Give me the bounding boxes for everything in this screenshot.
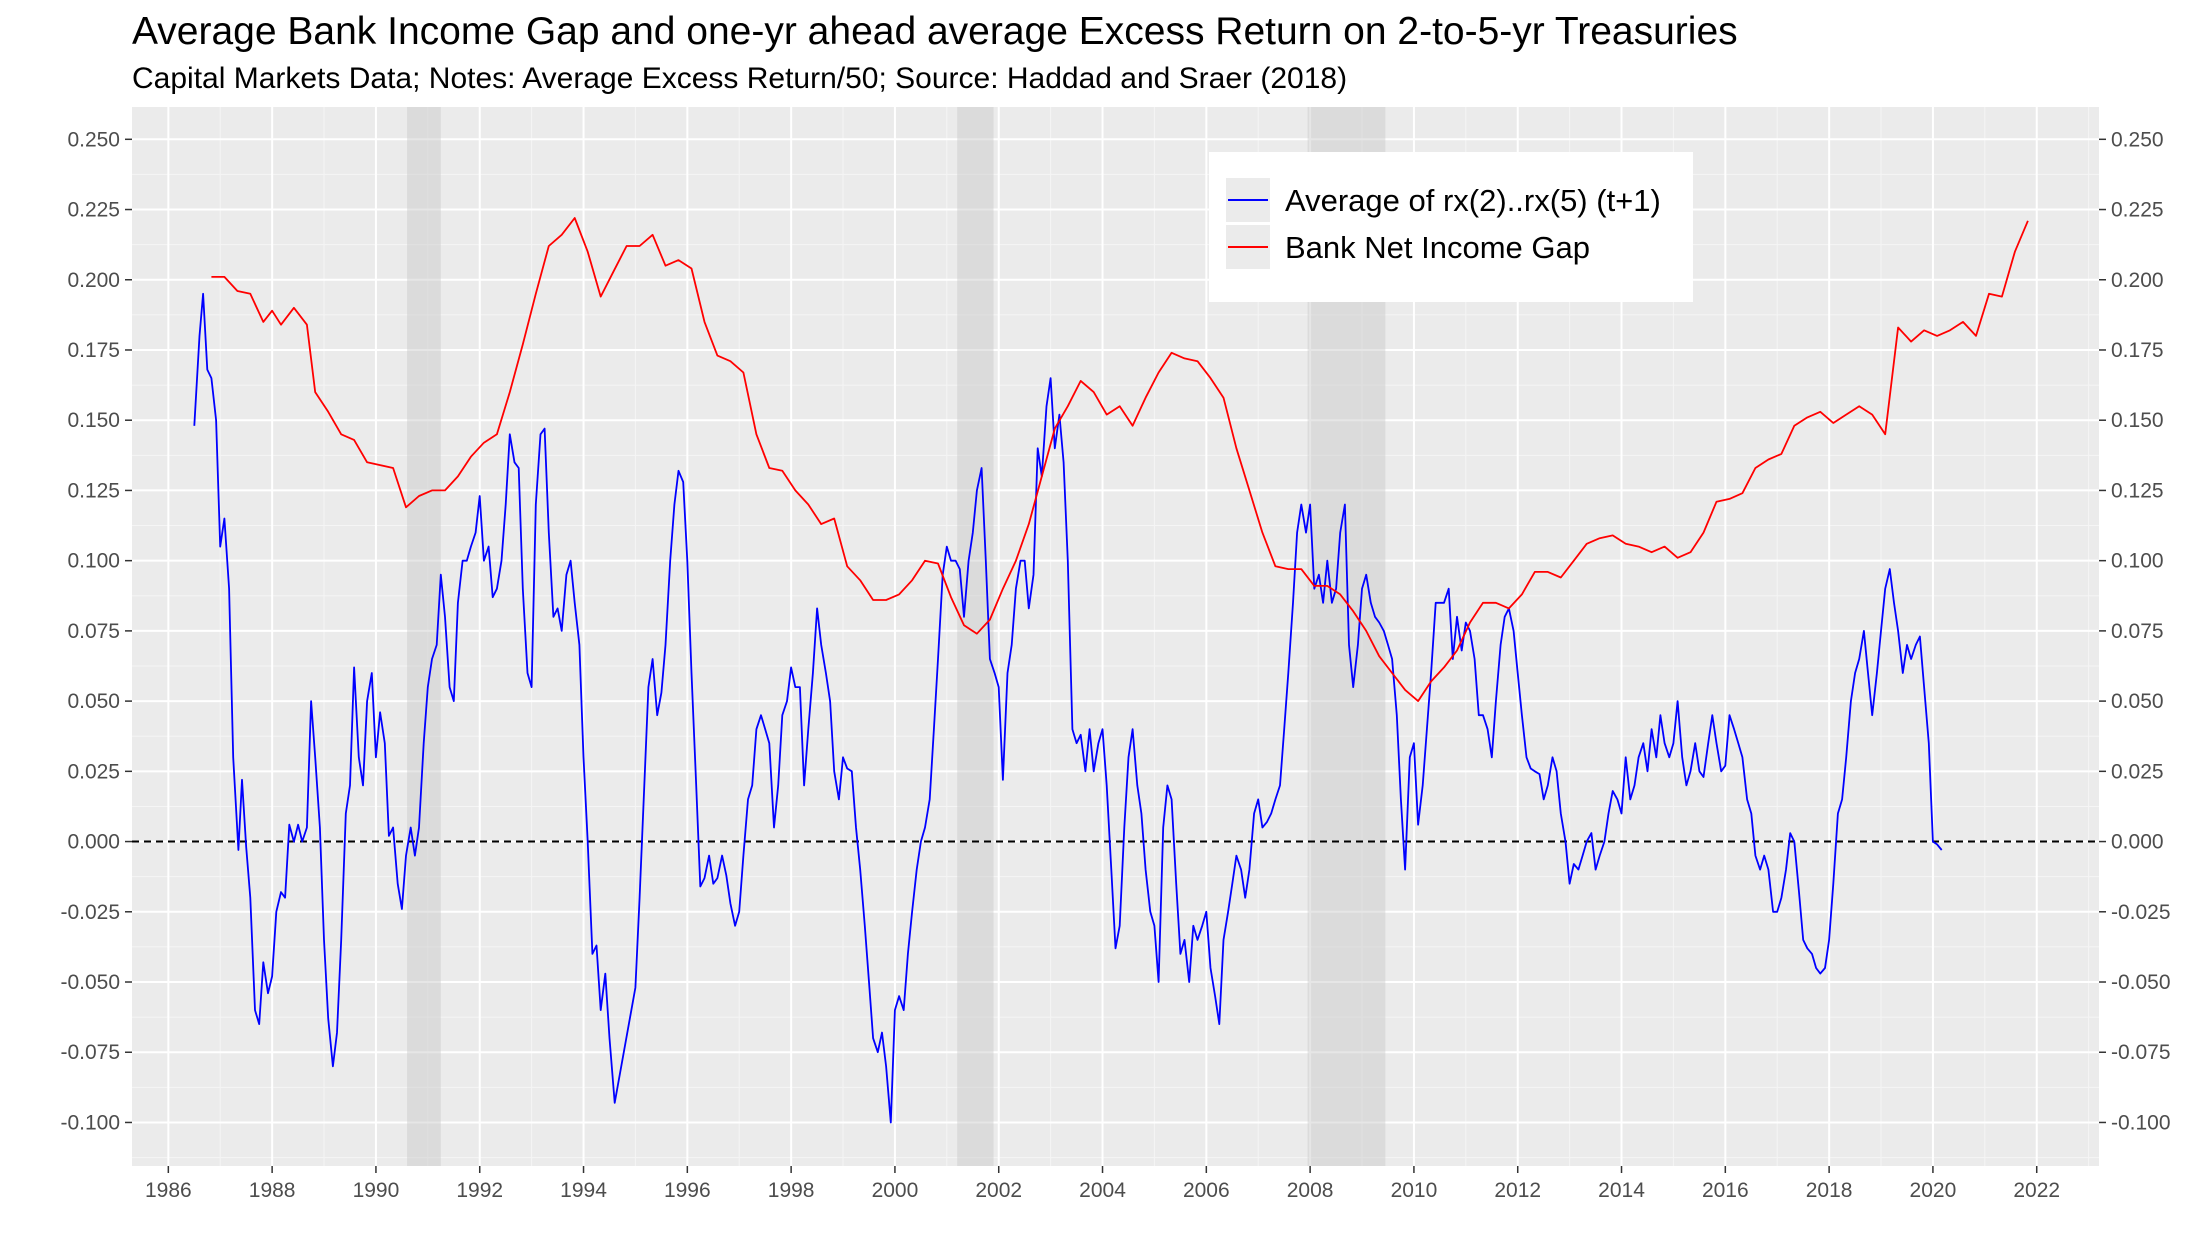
- x-tick-label: 1996: [664, 1179, 711, 1202]
- y-tick-label-left: -0.075: [60, 1041, 120, 1064]
- x-tick-label: 2006: [1183, 1179, 1230, 1202]
- x-tick-label: 1992: [456, 1179, 503, 1202]
- y-tick-label-left: -0.050: [60, 971, 120, 994]
- y-tick-label-right: 0.075: [2111, 620, 2164, 643]
- y-tick-label-right: -0.050: [2111, 971, 2171, 994]
- y-tick-label-right: 0.050: [2111, 690, 2164, 713]
- x-tick-label: 1998: [768, 1179, 815, 1202]
- y-tick-label-right: -0.075: [2111, 1041, 2171, 1064]
- y-tick-label-left: 0.150: [67, 409, 120, 432]
- y-tick-label-left: 0.050: [67, 690, 120, 713]
- y-tick-label-right: 0.250: [2111, 128, 2164, 151]
- y-tick-label-right: 0.150: [2111, 409, 2164, 432]
- x-tick-label: 2014: [1598, 1179, 1645, 1202]
- y-tick-label-left: 0.125: [67, 479, 120, 502]
- y-tick-label-right: 0.100: [2111, 550, 2164, 573]
- x-tick-label: 1990: [353, 1179, 400, 1202]
- y-tick-label-left: 0.175: [67, 339, 120, 362]
- y-tick-label-left: 0.200: [67, 269, 120, 292]
- y-tick-label-right: 0.175: [2111, 339, 2164, 362]
- chart-subtitle: Capital Markets Data; Notes: Average Exc…: [132, 62, 1348, 95]
- y-tick-label-left: 0.100: [67, 550, 120, 573]
- axes: -0.100 -0.100 -0.075 -0.075 -0.050 -0.050 -0.0…: [60, 128, 2170, 1202]
- y-tick-label-left: 0.075: [67, 620, 120, 643]
- x-tick-label: 2004: [1079, 1179, 1126, 1202]
- legend-box: [1209, 152, 1693, 302]
- x-tick-label: 2002: [975, 1179, 1022, 1202]
- x-tick-label: 2000: [872, 1179, 919, 1202]
- y-tick-label-right: 0.125: [2111, 479, 2164, 502]
- x-tick-label: 2018: [1806, 1179, 1853, 1202]
- chart-title: Average Bank Income Gap and one-yr ahead…: [132, 10, 1738, 53]
- x-tick-label: 1986: [145, 1179, 192, 1202]
- x-tick-label: 2022: [2013, 1179, 2060, 1202]
- x-tick-label: 2016: [1702, 1179, 1749, 1202]
- recession-band: [957, 107, 994, 1166]
- y-tick-label-left: 0.000: [67, 831, 120, 854]
- y-tick-label-right: -0.100: [2111, 1111, 2171, 1134]
- y-tick-label-right: 0.025: [2111, 760, 2164, 783]
- y-tick-label-left: -0.025: [60, 901, 120, 924]
- legend: Average of rx(2)..rx(5) (t+1) Bank Net In…: [1209, 152, 1693, 302]
- plot-panel: [132, 107, 2099, 1166]
- y-tick-label-left: 0.250: [67, 128, 120, 151]
- y-tick-label-right: 0.000: [2111, 831, 2164, 854]
- series-lines: [193, 217, 2029, 1124]
- y-tick-label-left: 0.025: [67, 760, 120, 783]
- recession-band: [407, 107, 441, 1166]
- x-tick-label: 2020: [1910, 1179, 1957, 1202]
- y-tick-label-right: 0.200: [2111, 269, 2164, 292]
- y-tick-label-right: 0.225: [2111, 199, 2164, 222]
- y-tick-label-right: -0.025: [2111, 901, 2171, 924]
- x-tick-label: 2010: [1391, 1179, 1438, 1202]
- y-tick-label-left: 0.225: [67, 199, 120, 222]
- y-tick-label-left: -0.100: [60, 1111, 120, 1134]
- x-tick-label: 1994: [560, 1179, 607, 1202]
- x-tick-label: 2008: [1287, 1179, 1334, 1202]
- legend-entry-label: Bank Net Income Gap: [1285, 230, 1590, 265]
- bank-income-gap-line: [211, 217, 2029, 702]
- x-tick-label: 1988: [249, 1179, 296, 1202]
- x-tick-label: 2012: [1494, 1179, 1541, 1202]
- legend-entry-label: Average of rx(2)..rx(5) (t+1): [1285, 183, 1661, 218]
- excess-return-line: [193, 292, 1943, 1124]
